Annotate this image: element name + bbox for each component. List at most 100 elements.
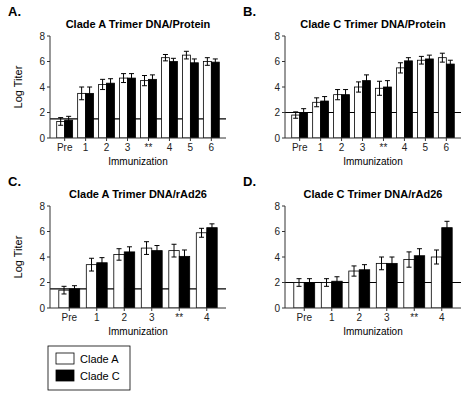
chart-root: 02468Pre123**456Clade A Trimer DNA/Prote…: [0, 0, 474, 405]
y-tick: [47, 282, 50, 283]
error-bar-cap: [307, 278, 312, 279]
error-bar: [301, 109, 306, 117]
error-bar-cap: [79, 87, 84, 88]
x-tick: [359, 308, 360, 311]
x-tick-label: 2: [121, 312, 127, 323]
bar: [321, 283, 331, 309]
bar: [342, 95, 350, 138]
error-bar-cap: [117, 260, 122, 261]
panel-label: A.: [8, 4, 21, 19]
x-tick-label: 4: [402, 142, 408, 153]
bar: [141, 81, 149, 138]
y-tick-label: 0: [274, 133, 280, 144]
bar: [179, 256, 189, 308]
bar: [446, 64, 454, 138]
panel-title: Clade A Trimer DNA/Protein: [66, 18, 211, 30]
error-bar-cap: [407, 251, 412, 252]
error-bar-stem: [144, 76, 145, 86]
bar: [211, 62, 219, 138]
error-bar-cap: [121, 82, 126, 83]
error-bar-cap: [419, 64, 424, 65]
error-bar-stem: [309, 279, 310, 287]
plot-area: [50, 51, 226, 138]
error-bar-cap: [301, 108, 306, 109]
x-tick-label: 6: [444, 142, 450, 153]
error-bar: [444, 221, 449, 234]
error-bar: [434, 250, 439, 264]
error-bar: [343, 90, 348, 100]
x-tick-label: 2: [104, 142, 110, 153]
x-axis-label: Immunization: [343, 326, 402, 337]
error-bar: [150, 75, 155, 84]
y-tick-label: 8: [274, 31, 280, 42]
error-bar-stem: [429, 55, 430, 63]
error-bar-cap: [66, 123, 71, 124]
error-bar: [89, 258, 94, 271]
error-bar-stem: [324, 97, 325, 106]
error-bar-cap: [293, 111, 298, 112]
error-bar-stem: [174, 244, 175, 257]
x-tick: [441, 308, 442, 311]
error-bar-stem: [156, 246, 157, 256]
error-bar-cap: [314, 106, 319, 107]
error-bar-cap: [213, 65, 218, 66]
x-tick-label: 2: [356, 312, 362, 323]
y-tick: [47, 231, 50, 232]
x-tick: [414, 308, 415, 311]
bar: [321, 101, 329, 138]
bar: [313, 102, 321, 138]
error-bar-cap: [448, 60, 453, 61]
x-tick: [85, 138, 86, 141]
error-bar-cap: [434, 249, 439, 250]
plot-area: [50, 224, 226, 308]
y-axis-label: Log Titer: [12, 235, 24, 278]
error-bar-cap: [192, 66, 197, 67]
x-tick: [148, 138, 149, 141]
error-bar-stem: [129, 247, 130, 257]
error-bar-cap: [58, 125, 63, 126]
bar: [161, 58, 169, 138]
x-tick: [169, 138, 170, 141]
error-bar-stem: [446, 221, 447, 234]
error-bar-cap: [377, 95, 382, 96]
y-tick-label: 4: [39, 82, 45, 93]
error-bar-cap: [362, 274, 367, 275]
error-bar-stem: [387, 81, 388, 94]
error-bar-cap: [121, 73, 126, 74]
error-bar-stem: [211, 224, 212, 232]
error-bar-cap: [385, 93, 390, 94]
bar: [124, 252, 134, 308]
error-bar: [307, 279, 312, 287]
error-bar-cap: [343, 99, 348, 100]
error-bar-cap: [62, 286, 67, 287]
error-bar-stem: [354, 266, 355, 276]
x-tick: [106, 138, 107, 141]
error-bar-cap: [322, 105, 327, 106]
bar: [86, 93, 94, 138]
error-bar-stem: [436, 250, 437, 264]
error-bar-cap: [58, 117, 63, 118]
error-bar-cap: [87, 87, 92, 88]
y-tick: [282, 87, 285, 88]
error-bar-stem: [450, 60, 451, 68]
error-bar: [335, 90, 340, 100]
error-bar-stem: [364, 265, 365, 275]
error-bar: [199, 228, 204, 237]
x-tick-label: Pre: [61, 312, 77, 323]
bar: [431, 257, 441, 308]
bar: [120, 78, 128, 138]
error-bar-cap: [154, 255, 159, 256]
bar: [387, 263, 397, 308]
error-bar: [144, 242, 149, 255]
x-tick: [341, 138, 342, 141]
x-tick: [386, 308, 387, 311]
error-bar-cap: [356, 81, 361, 82]
bar: [442, 228, 452, 308]
error-bar-stem: [74, 286, 75, 292]
error-bar: [58, 118, 63, 126]
error-bar-cap: [150, 74, 155, 75]
error-bar-stem: [326, 279, 327, 287]
plot-area: [285, 53, 461, 138]
error-bar-cap: [389, 257, 394, 258]
error-bar-cap: [154, 245, 159, 246]
